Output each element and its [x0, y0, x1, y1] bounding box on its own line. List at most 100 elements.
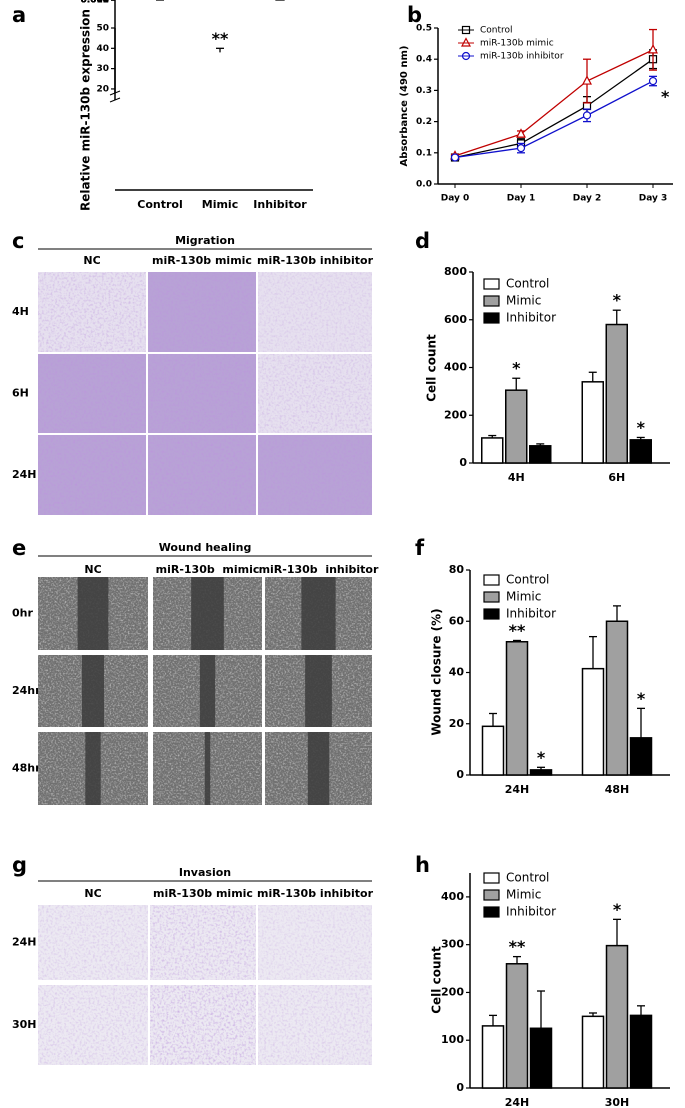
- x-tick-label: 24H: [505, 1096, 530, 1108]
- y-tick-label: 0.5: [416, 24, 432, 34]
- panel-letter: e: [12, 536, 26, 560]
- bar: [505, 963, 529, 1089]
- y-tick-label: 0.2: [416, 117, 432, 127]
- x-tick-label: 24H: [505, 783, 530, 796]
- y-tick-label: 0.1: [416, 148, 432, 158]
- y-tick-label: 20: [96, 84, 109, 94]
- column-header: miR-130b mimic: [156, 563, 260, 576]
- wound-gap: [77, 577, 109, 650]
- y-tick-label: 800: [444, 265, 467, 278]
- significance-mark: **: [212, 29, 229, 48]
- row-label: 24hr: [12, 684, 41, 697]
- legend-label: miR-130b inhibitor: [480, 52, 564, 62]
- legend-swatch: [483, 906, 500, 918]
- point: [648, 76, 658, 86]
- panel-letter: a: [12, 3, 26, 27]
- column-header: miR-130b inhibitor: [257, 254, 374, 267]
- x-tick-label: 48H: [605, 783, 630, 796]
- legend-swatch: [483, 295, 500, 307]
- x-tick-label: Day 2: [573, 194, 602, 204]
- y-tick-label: 50: [96, 24, 109, 34]
- legend-label: Control: [480, 26, 513, 36]
- wound-gap: [191, 577, 224, 650]
- bar: [605, 323, 628, 464]
- bar: [529, 445, 552, 464]
- legend-swatch: [483, 872, 500, 884]
- point: [582, 111, 592, 120]
- column-header: miR-130b inhibitor: [257, 887, 374, 900]
- point: [582, 75, 592, 85]
- y-tick-label: 80: [449, 563, 465, 576]
- bar: [481, 725, 505, 776]
- y-tick-label: 0.000: [81, 0, 109, 6]
- micrograph-texture: [38, 905, 148, 980]
- panel-title: Wound healing: [159, 541, 252, 554]
- y-axis-label: Cell count: [425, 334, 439, 402]
- row-label: 24H: [12, 936, 37, 949]
- bar: [605, 944, 629, 1089]
- legend-label: Inhibitor: [506, 311, 556, 325]
- legend-label: Control: [506, 871, 549, 885]
- legend-label: Control: [506, 277, 549, 291]
- point: [516, 128, 526, 138]
- point: [648, 44, 658, 54]
- column-header: NC: [84, 887, 101, 900]
- row-label: 24H: [12, 468, 37, 481]
- significance-mark: **: [509, 621, 526, 640]
- y-tick-label: 400: [444, 361, 467, 374]
- y-tick-label: 0.3: [416, 86, 432, 96]
- line: [454, 80, 654, 159]
- point: [450, 153, 460, 162]
- legend-swatch: [483, 608, 500, 620]
- wound-gap: [199, 655, 216, 727]
- legend-label: Inhibitor: [506, 607, 556, 621]
- micrograph-texture: [258, 985, 372, 1065]
- y-axis-label: Absorbance (490 nm): [399, 46, 410, 167]
- bar: [581, 1015, 605, 1089]
- significance-mark: *: [613, 291, 622, 310]
- micrograph-texture: [148, 354, 256, 433]
- y-tick-label: 100: [441, 1033, 464, 1046]
- y-tick-label: 0.010: [81, 0, 109, 6]
- panel-title: Invasion: [179, 866, 231, 879]
- x-tick-label: Day 3: [639, 194, 668, 204]
- x-tick-label: Control: [137, 198, 182, 211]
- micrograph-texture: [148, 272, 256, 352]
- wound-gap: [301, 577, 336, 650]
- column-header: miR-130b inhibitor: [259, 563, 379, 576]
- x-tick-label: Day 0: [441, 194, 470, 204]
- y-tick-label: 60: [449, 614, 465, 627]
- micrograph-texture: [150, 905, 256, 980]
- bar: [581, 381, 604, 464]
- legend-swatch: [483, 889, 500, 901]
- y-axis-label: Wound closure (%): [430, 608, 444, 735]
- x-tick-label: Day 1: [507, 194, 536, 204]
- row-label: 30H: [12, 1018, 37, 1031]
- column-header: NC: [83, 254, 100, 267]
- significance-mark: *: [637, 418, 646, 437]
- y-tick-label: 20: [449, 717, 465, 730]
- panel-letter: f: [415, 536, 425, 560]
- significance-mark: *: [537, 748, 546, 767]
- significance-mark: **: [272, 0, 289, 9]
- y-tick-label: 0: [456, 1081, 464, 1094]
- point: [582, 101, 592, 111]
- line: [454, 58, 654, 159]
- column-header: NC: [84, 563, 101, 576]
- panel-letter: b: [407, 3, 422, 27]
- point: [461, 51, 471, 61]
- line: [454, 49, 654, 157]
- x-tick-label: Inhibitor: [253, 198, 307, 211]
- y-tick-label: 400: [441, 890, 464, 903]
- legend-swatch: [483, 278, 500, 290]
- bar: [529, 1027, 553, 1089]
- significance-mark: **: [509, 937, 526, 956]
- column-header: miR-130b mimic: [152, 254, 252, 267]
- row-label: 48hr: [12, 762, 41, 775]
- x-tick-label: 4H: [508, 471, 525, 484]
- significance-mark: *: [637, 689, 646, 708]
- micrograph-texture: [258, 905, 372, 980]
- legend-swatch: [483, 312, 500, 324]
- micrograph-texture: [38, 354, 146, 433]
